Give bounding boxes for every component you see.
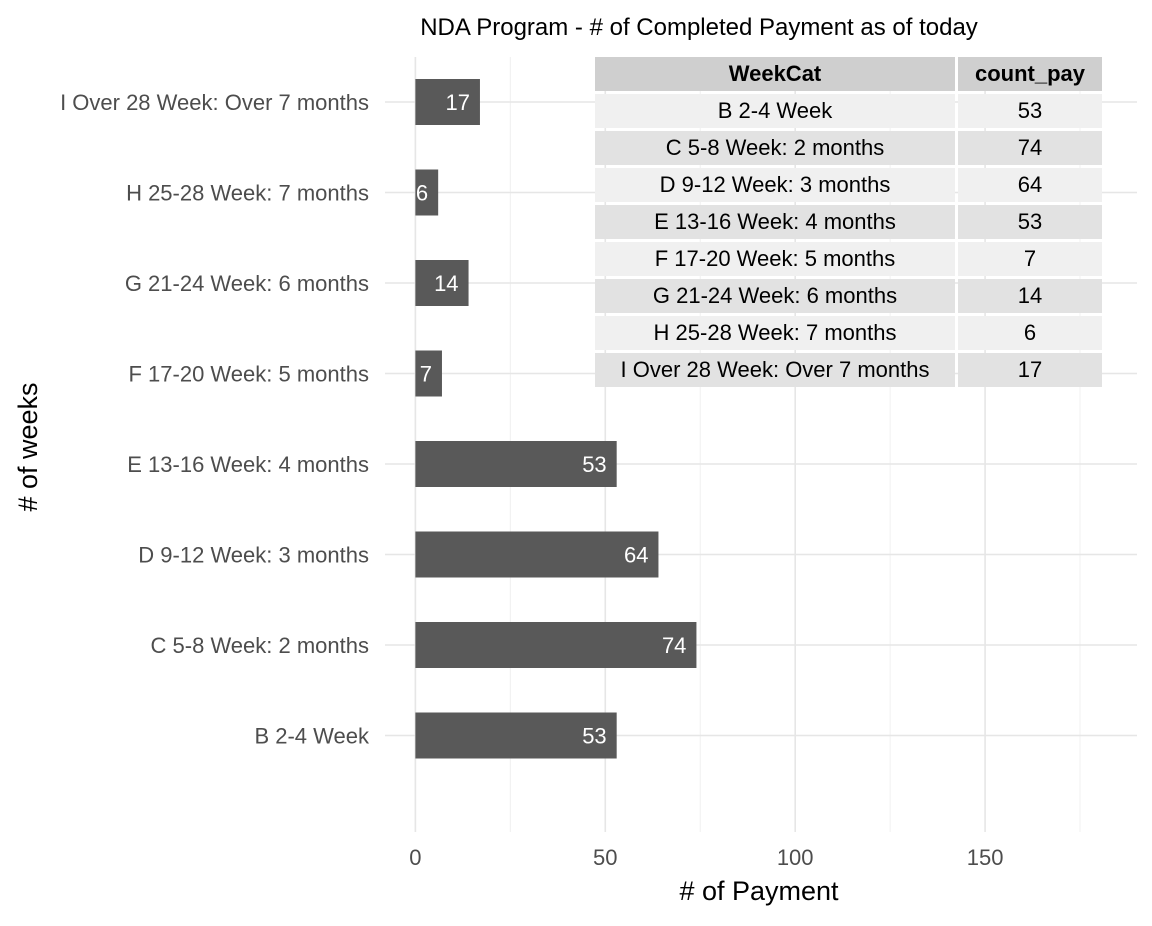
y-tick-label: D 9-12 Week: 3 months — [138, 543, 369, 568]
table-header-weekcat: WeekCat — [595, 57, 955, 91]
table-cell-weekcat: B 2-4 Week — [595, 94, 955, 128]
table-row: G 21-24 Week: 6 months 14 — [595, 279, 1102, 313]
table-cell-count: 53 — [958, 205, 1102, 239]
table-cell-weekcat: C 5-8 Week: 2 months — [595, 131, 955, 165]
table-cell-weekcat: D 9-12 Week: 3 months — [595, 168, 955, 202]
y-axis-title: # of weeks — [13, 382, 43, 511]
y-tick-labels: B 2-4 Week C 5-8 Week: 2 months D 9-12 Wee… — [60, 90, 370, 749]
table-cell-count: 53 — [958, 94, 1102, 128]
bar-value-label: 14 — [434, 271, 458, 296]
bar-value-label: 53 — [582, 452, 606, 477]
bar — [415, 260, 469, 306]
y-tick-label: B 2-4 Week — [254, 724, 370, 749]
bar-value-label: 7 — [420, 362, 432, 387]
y-tick-label: F 17-20 Week: 5 months — [129, 362, 370, 387]
table-cell-count: 64 — [958, 168, 1102, 202]
table-row: B 2-4 Week 53 — [595, 94, 1102, 128]
bars — [415, 79, 697, 759]
y-tick-label: E 13-16 Week: 4 months — [127, 452, 369, 477]
table-cell-weekcat: H 25-28 Week: 7 months — [595, 316, 955, 350]
bar-value-label: 53 — [582, 724, 606, 749]
bar — [415, 169, 439, 216]
table-cell-weekcat: E 13-16 Week: 4 months — [595, 205, 955, 239]
data-labels: 53 74 64 53 7 14 6 17 — [416, 90, 687, 749]
x-tick-label: 150 — [967, 845, 1004, 870]
x-tick-label: 50 — [593, 845, 617, 870]
table-cell-count: 6 — [958, 316, 1102, 350]
bar-value-label: 64 — [624, 543, 648, 568]
table-row: C 5-8 Week: 2 months 74 — [595, 131, 1102, 165]
table-cell-weekcat: I Over 28 Week: Over 7 months — [595, 353, 955, 387]
table-cell-count: 74 — [958, 131, 1102, 165]
table-row: D 9-12 Week: 3 months 64 — [595, 168, 1102, 202]
y-tick-label: H 25-28 Week: 7 months — [126, 181, 369, 206]
table-header-row: WeekCat count_pay — [595, 57, 1102, 91]
chart-title: NDA Program - # of Completed Payment as … — [420, 14, 978, 41]
table-cell-weekcat: F 17-20 Week: 5 months — [595, 242, 955, 276]
x-tick-label: 0 — [409, 845, 421, 870]
table-cell-weekcat: G 21-24 Week: 6 months — [595, 279, 955, 313]
table-cell-count: 14 — [958, 279, 1102, 313]
table-row: I Over 28 Week: Over 7 months 17 — [595, 353, 1102, 387]
table-cell-count: 17 — [958, 353, 1102, 387]
y-tick-label: I Over 28 Week: Over 7 months — [60, 90, 369, 115]
bar-value-label: 17 — [445, 90, 469, 115]
bar — [415, 712, 617, 759]
bar-value-label: 6 — [416, 181, 428, 206]
bar — [415, 441, 617, 487]
table-cell-count: 7 — [958, 242, 1102, 276]
summary-table: WeekCat count_pay B 2-4 Week 53 C 5-8 We… — [592, 54, 1105, 390]
bar — [415, 350, 442, 397]
bar — [415, 79, 480, 125]
y-tick-label: G 21-24 Week: 6 months — [125, 271, 369, 296]
table-row: E 13-16 Week: 4 months 53 — [595, 205, 1102, 239]
x-axis-title: # of Payment — [679, 876, 839, 906]
y-tick-label: C 5-8 Week: 2 months — [151, 633, 369, 658]
table-row: H 25-28 Week: 7 months 6 — [595, 316, 1102, 350]
table-row: F 17-20 Week: 5 months 7 — [595, 242, 1102, 276]
bar-value-label: 74 — [662, 633, 686, 658]
x-tick-labels: 0 50 100 150 — [409, 845, 1003, 870]
table-header-count-pay: count_pay — [958, 57, 1102, 91]
bar — [415, 531, 659, 578]
bar — [415, 622, 697, 668]
x-tick-label: 100 — [777, 845, 814, 870]
